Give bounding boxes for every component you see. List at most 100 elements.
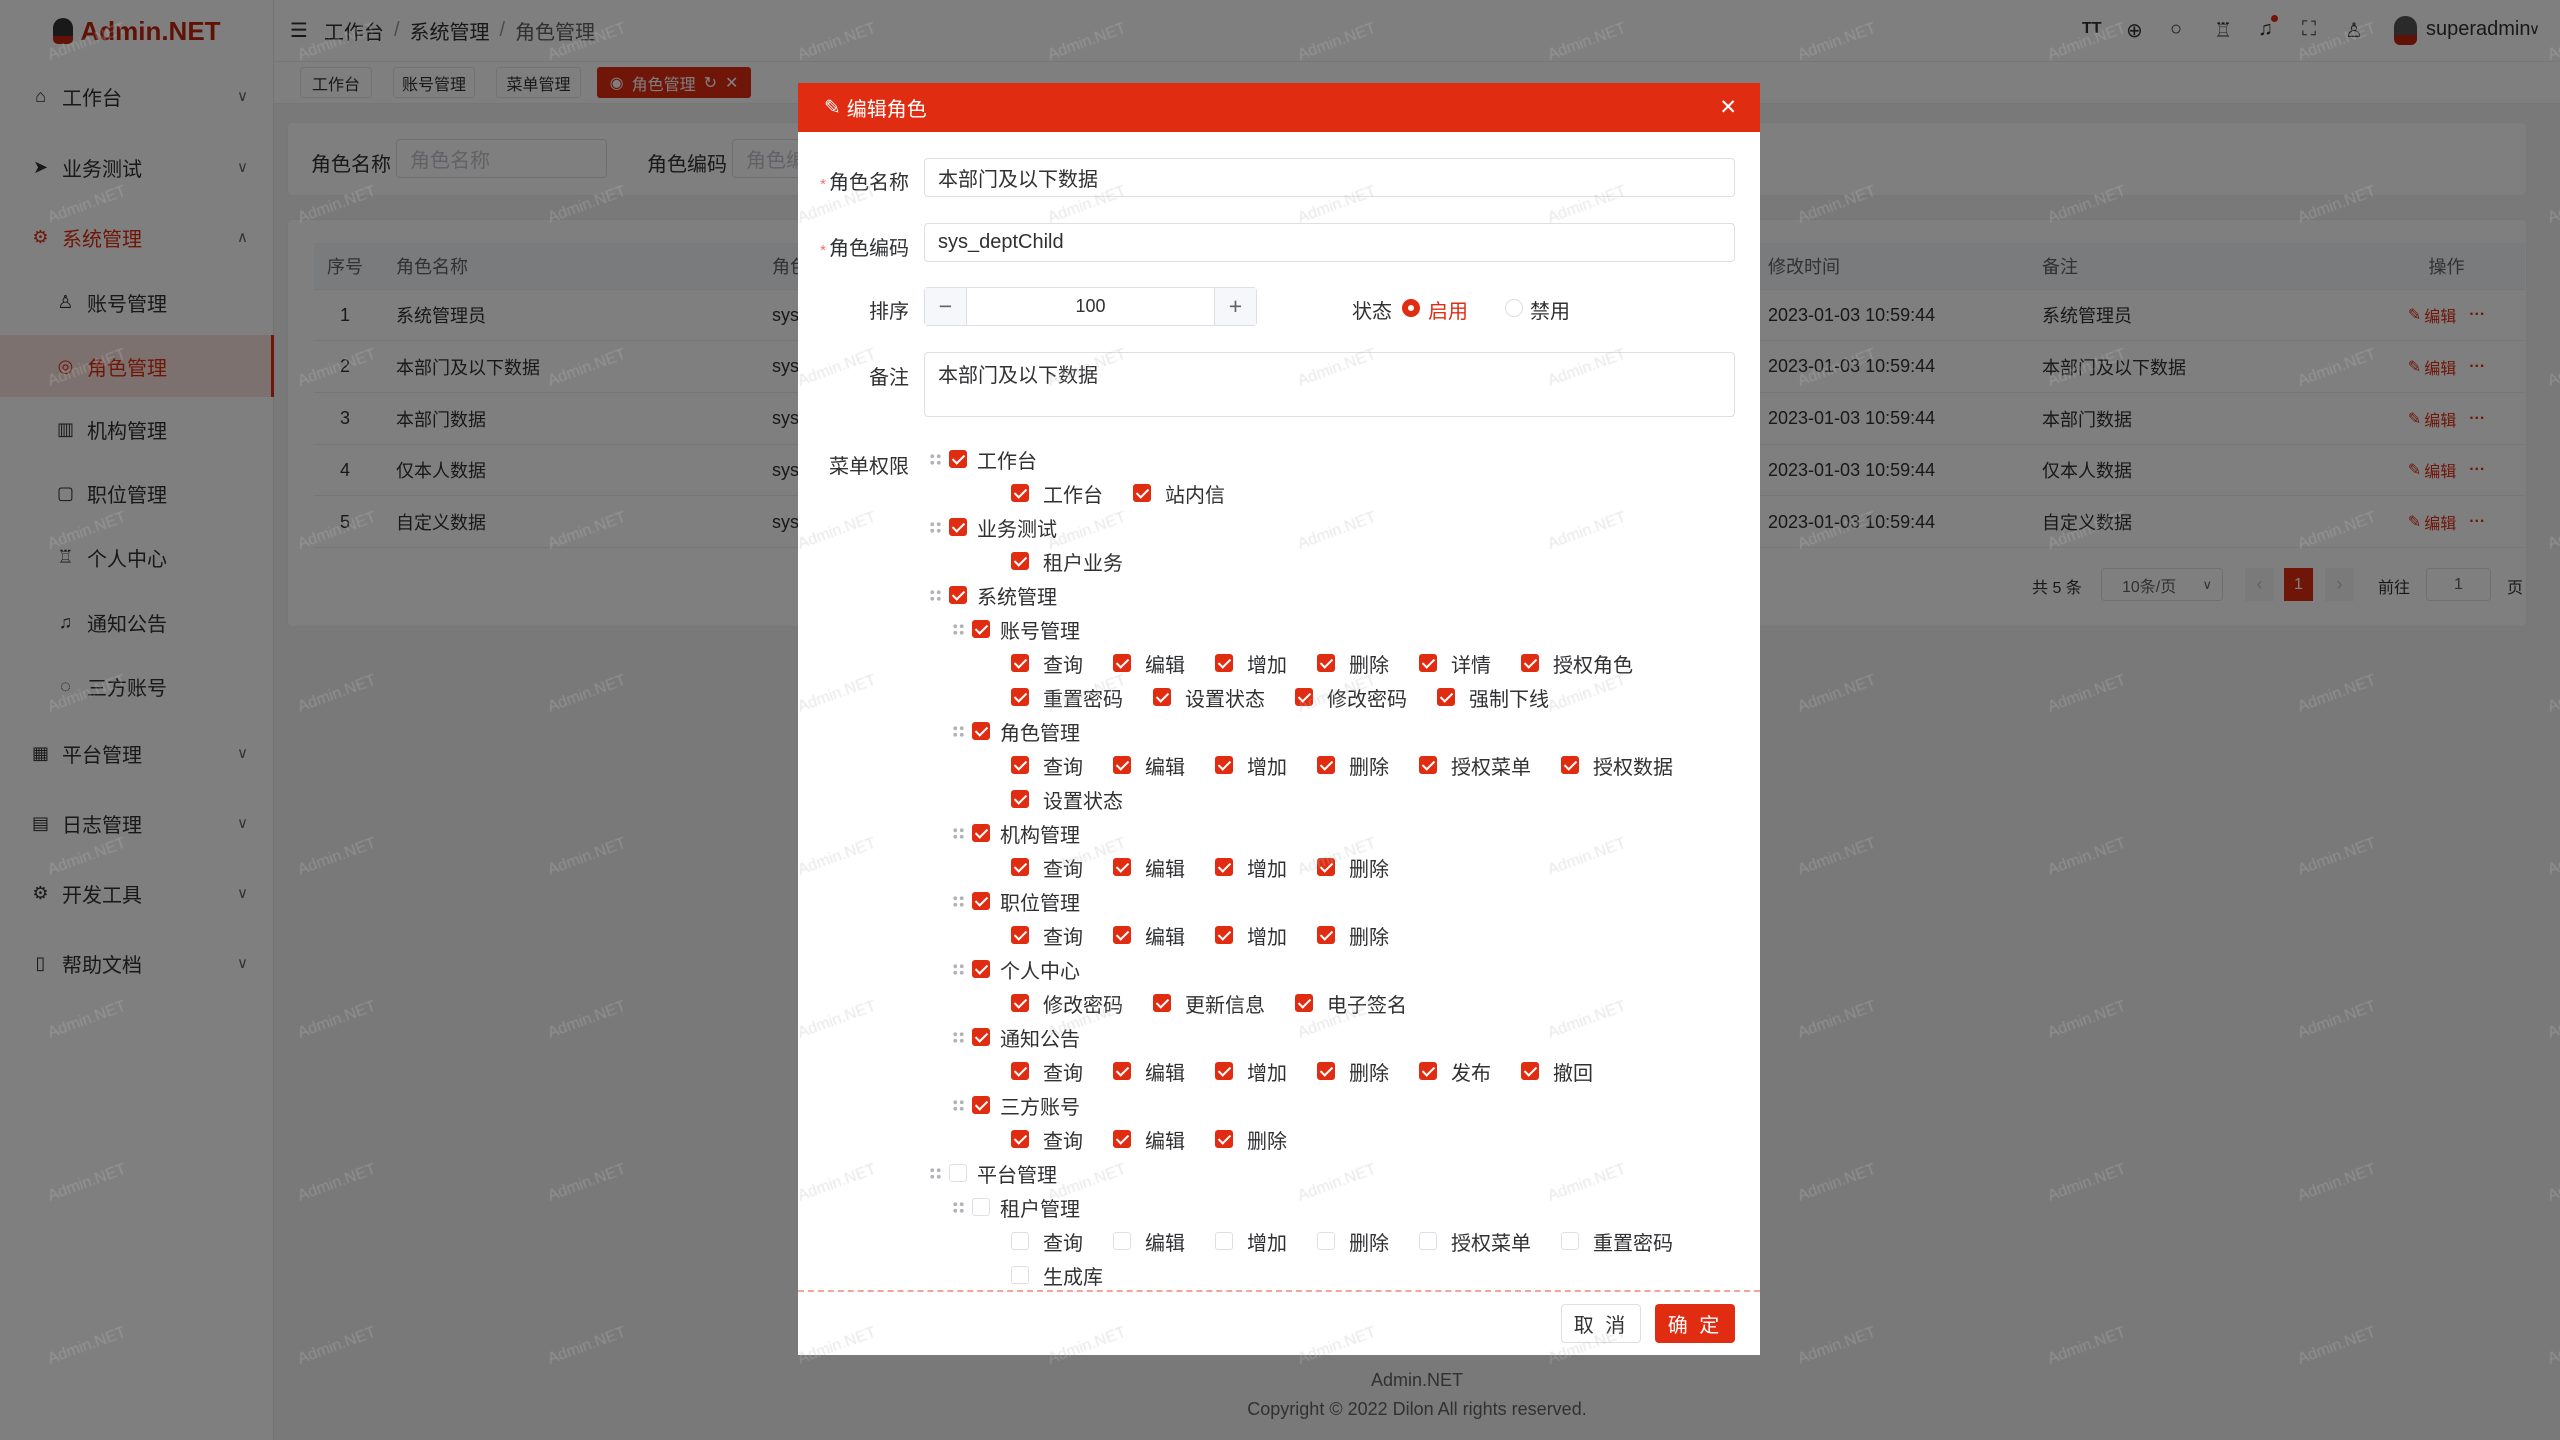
tree-node[interactable]: 系统管理	[929, 578, 1057, 612]
tree-node[interactable]: 角色管理	[952, 714, 1080, 748]
drag-handle-icon[interactable]	[929, 520, 942, 534]
status-disabled-radio[interactable]	[1505, 299, 1523, 317]
permission-checkbox[interactable]	[1011, 1232, 1029, 1250]
permission-checkbox[interactable]	[1295, 688, 1313, 706]
permission-item[interactable]: 编辑	[1113, 1054, 1185, 1088]
tree-node[interactable]: 通知公告	[952, 1020, 1080, 1054]
permission-item[interactable]: 重置密码	[1561, 1224, 1673, 1258]
permission-checkbox[interactable]	[1011, 756, 1029, 774]
tree-node-checkbox[interactable]	[949, 586, 967, 604]
permission-item[interactable]: 删除	[1317, 850, 1389, 884]
permission-checkbox[interactable]	[1011, 926, 1029, 944]
permission-checkbox[interactable]	[1215, 858, 1233, 876]
permission-checkbox[interactable]	[1215, 1130, 1233, 1148]
permission-item[interactable]: 查询	[1011, 918, 1083, 952]
drag-handle-icon[interactable]	[952, 724, 965, 738]
status-enabled-label[interactable]: 启用	[1428, 301, 1468, 323]
permission-checkbox[interactable]	[1521, 1062, 1539, 1080]
tree-node-checkbox[interactable]	[972, 824, 990, 842]
tree-node-checkbox[interactable]	[972, 722, 990, 740]
tree-node[interactable]: 平台管理	[929, 1156, 1057, 1190]
tree-node-checkbox[interactable]	[972, 620, 990, 638]
permission-item[interactable]: 删除	[1317, 1224, 1389, 1258]
permission-item[interactable]: 授权角色	[1521, 646, 1633, 680]
permission-checkbox[interactable]	[1011, 994, 1029, 1012]
permission-item[interactable]: 增加	[1215, 850, 1287, 884]
tree-node[interactable]: 租户管理	[952, 1190, 1080, 1224]
permission-item[interactable]: 删除	[1317, 748, 1389, 782]
permission-checkbox[interactable]	[1215, 654, 1233, 672]
tree-node-checkbox[interactable]	[949, 518, 967, 536]
permission-item[interactable]: 查询	[1011, 1122, 1083, 1156]
permission-item[interactable]: 查询	[1011, 850, 1083, 884]
permission-checkbox[interactable]	[1295, 994, 1313, 1012]
permission-item[interactable]: 工作台	[1011, 476, 1103, 510]
permission-checkbox[interactable]	[1011, 552, 1029, 570]
permission-checkbox[interactable]	[1011, 1266, 1029, 1284]
permission-checkbox[interactable]	[1011, 790, 1029, 808]
permission-item[interactable]: 删除	[1317, 918, 1389, 952]
permission-checkbox[interactable]	[1113, 654, 1131, 672]
permission-checkbox[interactable]	[1419, 756, 1437, 774]
permission-item[interactable]: 发布	[1419, 1054, 1491, 1088]
permission-checkbox[interactable]	[1437, 688, 1455, 706]
permission-item[interactable]: 增加	[1215, 646, 1287, 680]
drag-handle-icon[interactable]	[929, 1166, 942, 1180]
permission-item[interactable]: 查询	[1011, 646, 1083, 680]
permission-checkbox[interactable]	[1317, 756, 1335, 774]
permission-item[interactable]: 编辑	[1113, 646, 1185, 680]
drag-handle-icon[interactable]	[952, 962, 965, 976]
permission-checkbox[interactable]	[1113, 756, 1131, 774]
permission-item[interactable]: 租户业务	[1011, 544, 1123, 578]
role-name-field[interactable]: 本部门及以下数据	[924, 158, 1735, 197]
role-code-field[interactable]: sys_deptChild	[924, 223, 1735, 262]
permission-item[interactable]: 撤回	[1521, 1054, 1593, 1088]
drag-handle-icon[interactable]	[952, 894, 965, 908]
permission-item[interactable]: 增加	[1215, 748, 1287, 782]
permission-checkbox[interactable]	[1011, 654, 1029, 672]
permission-checkbox[interactable]	[1561, 1232, 1579, 1250]
permission-item[interactable]: 编辑	[1113, 748, 1185, 782]
status-enabled-radio[interactable]	[1402, 299, 1420, 317]
permission-item[interactable]: 授权菜单	[1419, 1224, 1531, 1258]
permission-checkbox[interactable]	[1561, 756, 1579, 774]
permission-item[interactable]: 生成库	[1011, 1258, 1103, 1292]
permission-item[interactable]: 设置状态	[1153, 680, 1265, 714]
tree-node-checkbox[interactable]	[972, 1028, 990, 1046]
permission-item[interactable]: 增加	[1215, 918, 1287, 952]
confirm-button[interactable]: 确 定	[1655, 1304, 1735, 1343]
permission-checkbox[interactable]	[1419, 654, 1437, 672]
permission-item[interactable]: 重置密码	[1011, 680, 1123, 714]
permission-item[interactable]: 详情	[1419, 646, 1491, 680]
permission-checkbox[interactable]	[1011, 1062, 1029, 1080]
drag-handle-icon[interactable]	[952, 1030, 965, 1044]
tree-node[interactable]: 职位管理	[952, 884, 1080, 918]
permission-item[interactable]: 更新信息	[1153, 986, 1265, 1020]
decrement-button[interactable]: −	[925, 288, 966, 325]
permission-checkbox[interactable]	[1113, 1062, 1131, 1080]
permission-item[interactable]: 查询	[1011, 1054, 1083, 1088]
tree-node[interactable]: 工作台	[929, 442, 1037, 476]
permission-checkbox[interactable]	[1215, 756, 1233, 774]
permission-checkbox[interactable]	[1113, 1130, 1131, 1148]
permission-item[interactable]: 授权菜单	[1419, 748, 1531, 782]
sort-input[interactable]: 100	[966, 288, 1215, 325]
tree-node[interactable]: 账号管理	[952, 612, 1080, 646]
permission-item[interactable]: 修改密码	[1295, 680, 1407, 714]
tree-node-checkbox[interactable]	[972, 1096, 990, 1114]
status-disabled-label[interactable]: 禁用	[1530, 301, 1570, 323]
permission-checkbox[interactable]	[1133, 484, 1151, 502]
permission-checkbox[interactable]	[1011, 688, 1029, 706]
permission-item[interactable]: 站内信	[1133, 476, 1225, 510]
tree-node[interactable]: 机构管理	[952, 816, 1080, 850]
permission-checkbox[interactable]	[1317, 1232, 1335, 1250]
permission-item[interactable]: 查询	[1011, 748, 1083, 782]
permission-checkbox[interactable]	[1317, 1062, 1335, 1080]
permission-checkbox[interactable]	[1317, 654, 1335, 672]
permission-item[interactable]: 编辑	[1113, 1224, 1185, 1258]
tree-node-checkbox[interactable]	[972, 1198, 990, 1216]
permission-checkbox[interactable]	[1215, 926, 1233, 944]
tree-node-checkbox[interactable]	[949, 450, 967, 468]
remark-textarea[interactable]: 本部门及以下数据	[924, 352, 1735, 417]
tree-node-checkbox[interactable]	[972, 960, 990, 978]
